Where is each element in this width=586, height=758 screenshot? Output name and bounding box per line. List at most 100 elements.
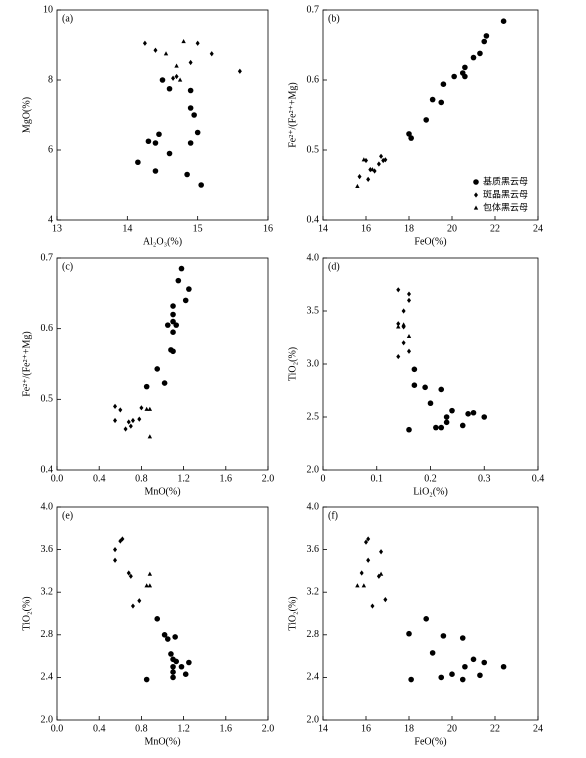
panel-label: (e)	[62, 510, 73, 521]
point	[173, 658, 180, 665]
point	[443, 414, 450, 420]
y-tick-label: 8	[48, 74, 53, 85]
legend-label: 斑晶黑云母	[483, 189, 528, 201]
point	[376, 161, 381, 167]
point	[438, 99, 445, 106]
point	[438, 424, 445, 431]
point	[451, 73, 457, 80]
y-tick-label: 0.4	[307, 214, 320, 225]
y-tick-label: 2.4	[307, 672, 320, 683]
point	[364, 539, 368, 545]
point	[170, 669, 176, 675]
point	[357, 174, 362, 180]
point	[182, 297, 189, 304]
point	[120, 536, 125, 542]
point	[396, 353, 401, 360]
x-tick-label: 0.1	[371, 473, 384, 484]
y-tick-label: 2.5	[307, 411, 320, 422]
point	[438, 386, 445, 393]
y-tick-label: 4.0	[307, 252, 320, 263]
point	[147, 583, 153, 588]
x-tick-label: 1.6	[220, 473, 233, 484]
point	[411, 366, 418, 373]
point	[408, 676, 414, 683]
plot-frame	[56, 506, 269, 721]
point	[194, 129, 201, 136]
point	[163, 51, 169, 56]
point	[440, 633, 447, 639]
y-axis-label: TiO₂(%)	[287, 347, 298, 381]
y-axis-label: Fe²⁺/(Fe²⁺+Mg)	[287, 82, 298, 148]
x-axis-label: Al₂O₃(%)	[143, 236, 182, 247]
x-tick-label: 24	[533, 723, 543, 734]
x-tick-label: 2.0	[262, 723, 275, 734]
y-tick-label: 0.5	[41, 394, 54, 405]
plot-frame	[56, 257, 269, 471]
y-tick-label: 3.6	[41, 544, 54, 555]
y-tick-label: 2.8	[307, 629, 320, 640]
point	[433, 424, 439, 431]
y-tick-label: 3.2	[41, 586, 54, 597]
y-tick-label: 3.0	[307, 358, 320, 369]
point	[477, 50, 483, 57]
x-tick-label: 24	[533, 223, 543, 234]
point	[113, 403, 118, 409]
x-tick-label: 0.2	[424, 473, 437, 484]
point	[396, 324, 401, 329]
point	[462, 663, 468, 670]
point	[113, 417, 118, 424]
point	[500, 663, 507, 670]
point	[164, 322, 171, 328]
point	[118, 407, 123, 413]
point	[173, 322, 180, 328]
point	[408, 135, 414, 141]
point	[396, 321, 401, 327]
point	[187, 87, 194, 94]
point	[113, 547, 118, 553]
point	[477, 672, 483, 679]
point	[161, 632, 168, 638]
point	[147, 434, 153, 439]
point	[370, 167, 375, 172]
point	[379, 153, 384, 159]
point	[118, 538, 123, 544]
point	[481, 414, 488, 420]
point	[186, 659, 192, 666]
point	[423, 117, 430, 123]
point	[186, 286, 192, 292]
x-tick-label: 18	[404, 723, 414, 734]
point	[481, 38, 488, 45]
legend-marker	[473, 179, 479, 185]
point	[401, 322, 406, 327]
y-tick-label: 2.8	[41, 629, 54, 640]
point	[406, 426, 412, 433]
point	[175, 277, 182, 284]
point	[411, 382, 418, 389]
y-tick-label: 10	[43, 4, 53, 15]
x-axis-label: LiO₂(%)	[413, 486, 448, 497]
point	[113, 557, 118, 563]
plot-frame	[322, 9, 539, 221]
point	[166, 85, 173, 92]
point	[459, 635, 466, 641]
y-tick-label: 2.0	[307, 714, 320, 725]
x-tick-label: 0.8	[135, 473, 148, 484]
point	[144, 406, 149, 411]
point	[401, 324, 406, 330]
point	[462, 64, 468, 71]
point	[143, 383, 150, 390]
x-tick-label: 1.6	[220, 723, 233, 734]
point	[128, 423, 133, 429]
point	[355, 583, 360, 588]
x-tick-label: 14	[318, 723, 328, 734]
x-tick-label: 1.2	[177, 723, 190, 734]
y-tick-label: 3.5	[307, 305, 320, 316]
panel-label: (d)	[328, 261, 340, 272]
point	[188, 59, 193, 66]
x-tick-label: 2.0	[262, 473, 275, 484]
x-tick-label: 0.0	[51, 723, 64, 734]
legend-label: 基质黑云母	[483, 176, 528, 188]
point	[366, 536, 371, 542]
y-axis-label: TiO₂(%)	[21, 596, 32, 630]
